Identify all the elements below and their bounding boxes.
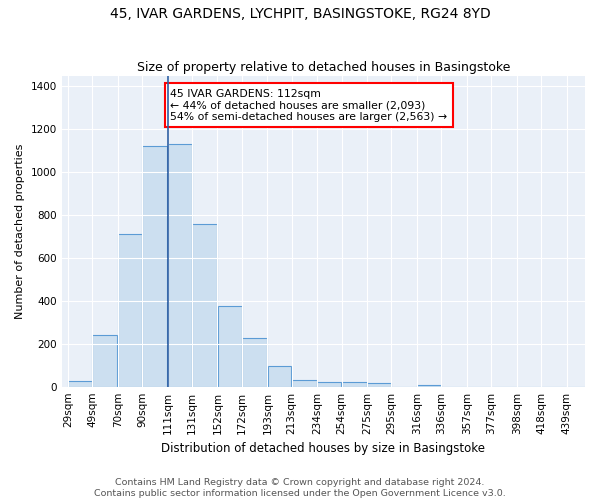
Bar <box>342 382 367 386</box>
Bar <box>118 234 142 386</box>
Bar <box>68 382 92 386</box>
Bar <box>92 335 118 386</box>
Bar <box>367 384 391 386</box>
Text: 45, IVAR GARDENS, LYCHPIT, BASINGSTOKE, RG24 8YD: 45, IVAR GARDENS, LYCHPIT, BASINGSTOKE, … <box>110 8 490 22</box>
Bar <box>268 366 292 386</box>
Bar <box>417 384 441 386</box>
X-axis label: Distribution of detached houses by size in Basingstoke: Distribution of detached houses by size … <box>161 442 485 455</box>
Y-axis label: Number of detached properties: Number of detached properties <box>15 144 25 319</box>
Text: Contains HM Land Registry data © Crown copyright and database right 2024.
Contai: Contains HM Land Registry data © Crown c… <box>94 478 506 498</box>
Bar <box>218 306 242 386</box>
Bar <box>142 146 167 386</box>
Title: Size of property relative to detached houses in Basingstoke: Size of property relative to detached ho… <box>137 62 510 74</box>
Bar <box>317 382 341 386</box>
Bar <box>168 144 191 386</box>
Bar <box>242 338 267 386</box>
Bar <box>292 380 317 386</box>
Text: 45 IVAR GARDENS: 112sqm
← 44% of detached houses are smaller (2,093)
54% of semi: 45 IVAR GARDENS: 112sqm ← 44% of detache… <box>170 88 447 122</box>
Bar <box>192 224 217 386</box>
